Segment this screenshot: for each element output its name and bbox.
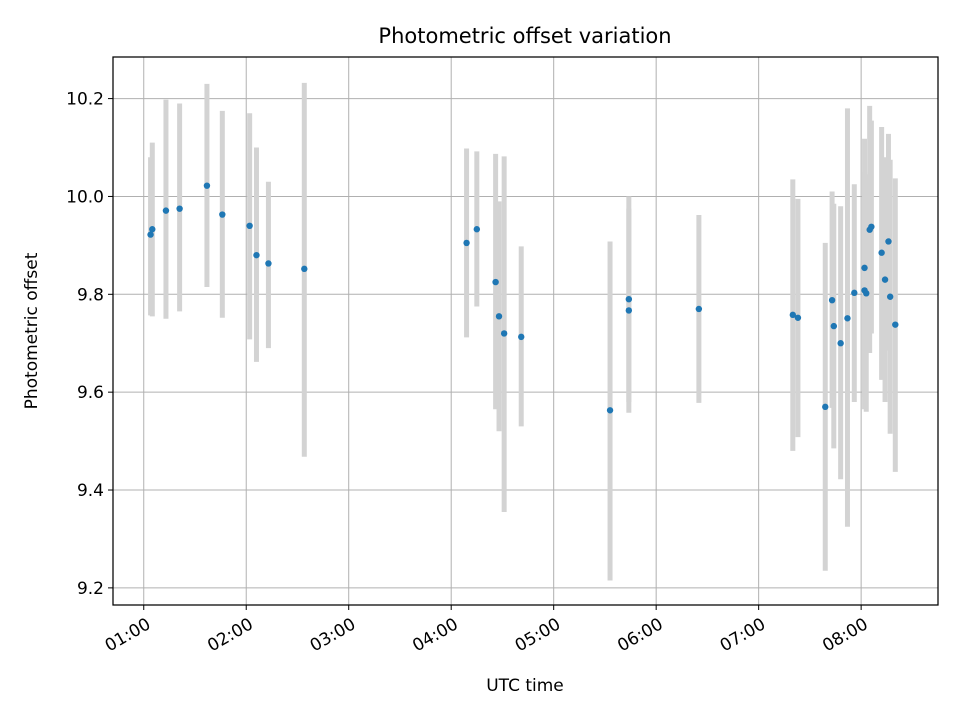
data-point — [473, 226, 481, 233]
data-point — [830, 322, 838, 330]
y-tick-label: 9.4 — [77, 481, 104, 501]
x-axis-label: UTC time — [486, 676, 564, 696]
data-point — [794, 314, 802, 321]
data-point — [495, 313, 503, 320]
y-tick-label: 9.6 — [77, 383, 104, 403]
data-point — [844, 315, 851, 322]
data-point — [881, 276, 889, 283]
data-point — [861, 264, 868, 272]
data-point — [851, 289, 858, 297]
y-tick-label: 9.2 — [77, 579, 104, 599]
errorbar-layer — [148, 82, 898, 581]
grid-layer — [113, 57, 938, 605]
y-tick-label: 9.8 — [77, 285, 104, 305]
data-point — [886, 293, 894, 300]
data-point — [892, 321, 899, 328]
chart-title: Photometric offset variation — [378, 24, 671, 48]
data-point — [265, 260, 272, 267]
data-point — [885, 238, 892, 245]
data-point — [492, 278, 499, 286]
data-point — [878, 249, 885, 256]
data-point — [868, 223, 875, 230]
x-tick-label: 06:00 — [614, 614, 666, 656]
data-point — [301, 265, 308, 273]
x-tick-label: 03:00 — [307, 614, 359, 656]
data-point — [695, 305, 703, 313]
data-point — [162, 207, 170, 214]
data-point — [837, 340, 844, 347]
data-point — [176, 205, 183, 212]
data-point — [863, 290, 870, 297]
data-point — [203, 182, 211, 189]
data-point — [253, 251, 260, 259]
x-tick-label: 01:00 — [102, 614, 154, 656]
data-point — [625, 307, 633, 314]
x-tick-label: 08:00 — [819, 614, 871, 656]
data-point — [518, 333, 525, 341]
data-point — [606, 407, 614, 414]
data-point — [625, 295, 633, 303]
axes-frame — [112, 56, 939, 606]
data-point — [463, 239, 470, 247]
data-point — [219, 211, 226, 218]
y-tick-label: 10.0 — [66, 187, 104, 207]
point-layer — [147, 182, 899, 414]
data-point — [500, 330, 508, 337]
data-point — [822, 403, 829, 411]
data-point — [828, 296, 836, 304]
data-point — [789, 311, 797, 319]
data-point — [149, 226, 156, 233]
y-axis-label: Photometric offset — [22, 252, 42, 409]
x-tick-label: 04:00 — [409, 614, 461, 656]
x-tick-label: 05:00 — [512, 614, 564, 656]
y-tick-label: 10.2 — [66, 90, 104, 110]
x-tick-label: 07:00 — [717, 614, 769, 656]
data-point — [246, 222, 253, 230]
x-tick-label: 02:00 — [204, 614, 256, 656]
data-point — [147, 231, 154, 238]
